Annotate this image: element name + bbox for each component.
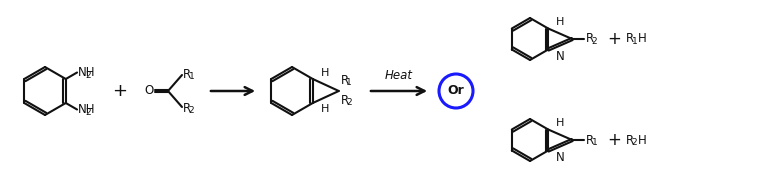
Text: 1: 1: [591, 138, 598, 147]
Text: H: H: [556, 118, 564, 128]
Text: H: H: [320, 104, 329, 114]
Text: 2: 2: [591, 37, 598, 46]
Text: 1: 1: [631, 37, 637, 46]
Text: 1: 1: [188, 72, 194, 81]
Text: H: H: [320, 68, 329, 78]
Text: +: +: [607, 30, 621, 48]
Text: NH: NH: [78, 103, 95, 116]
Text: R: R: [341, 74, 349, 86]
Text: H: H: [637, 33, 646, 46]
Text: H: H: [556, 17, 564, 27]
Text: H: H: [637, 134, 646, 147]
Text: R: R: [626, 134, 634, 147]
Text: R: R: [586, 33, 594, 46]
Text: 2: 2: [631, 138, 637, 147]
Text: 2: 2: [346, 98, 352, 107]
Text: O: O: [144, 84, 154, 98]
Text: N: N: [556, 151, 564, 164]
Text: Or: Or: [448, 84, 465, 98]
Text: R: R: [183, 102, 191, 114]
Text: R: R: [626, 33, 634, 46]
Text: +: +: [607, 131, 621, 149]
Text: 2: 2: [188, 106, 194, 115]
Text: 2: 2: [85, 108, 91, 116]
Text: R: R: [183, 68, 191, 80]
Text: Heat: Heat: [385, 69, 413, 82]
Text: R: R: [341, 94, 349, 106]
Text: NH: NH: [78, 66, 95, 79]
Text: R: R: [586, 134, 594, 147]
Text: 1: 1: [346, 78, 352, 87]
Text: 2: 2: [85, 70, 91, 80]
Text: +: +: [112, 82, 127, 100]
Text: N: N: [556, 50, 564, 63]
